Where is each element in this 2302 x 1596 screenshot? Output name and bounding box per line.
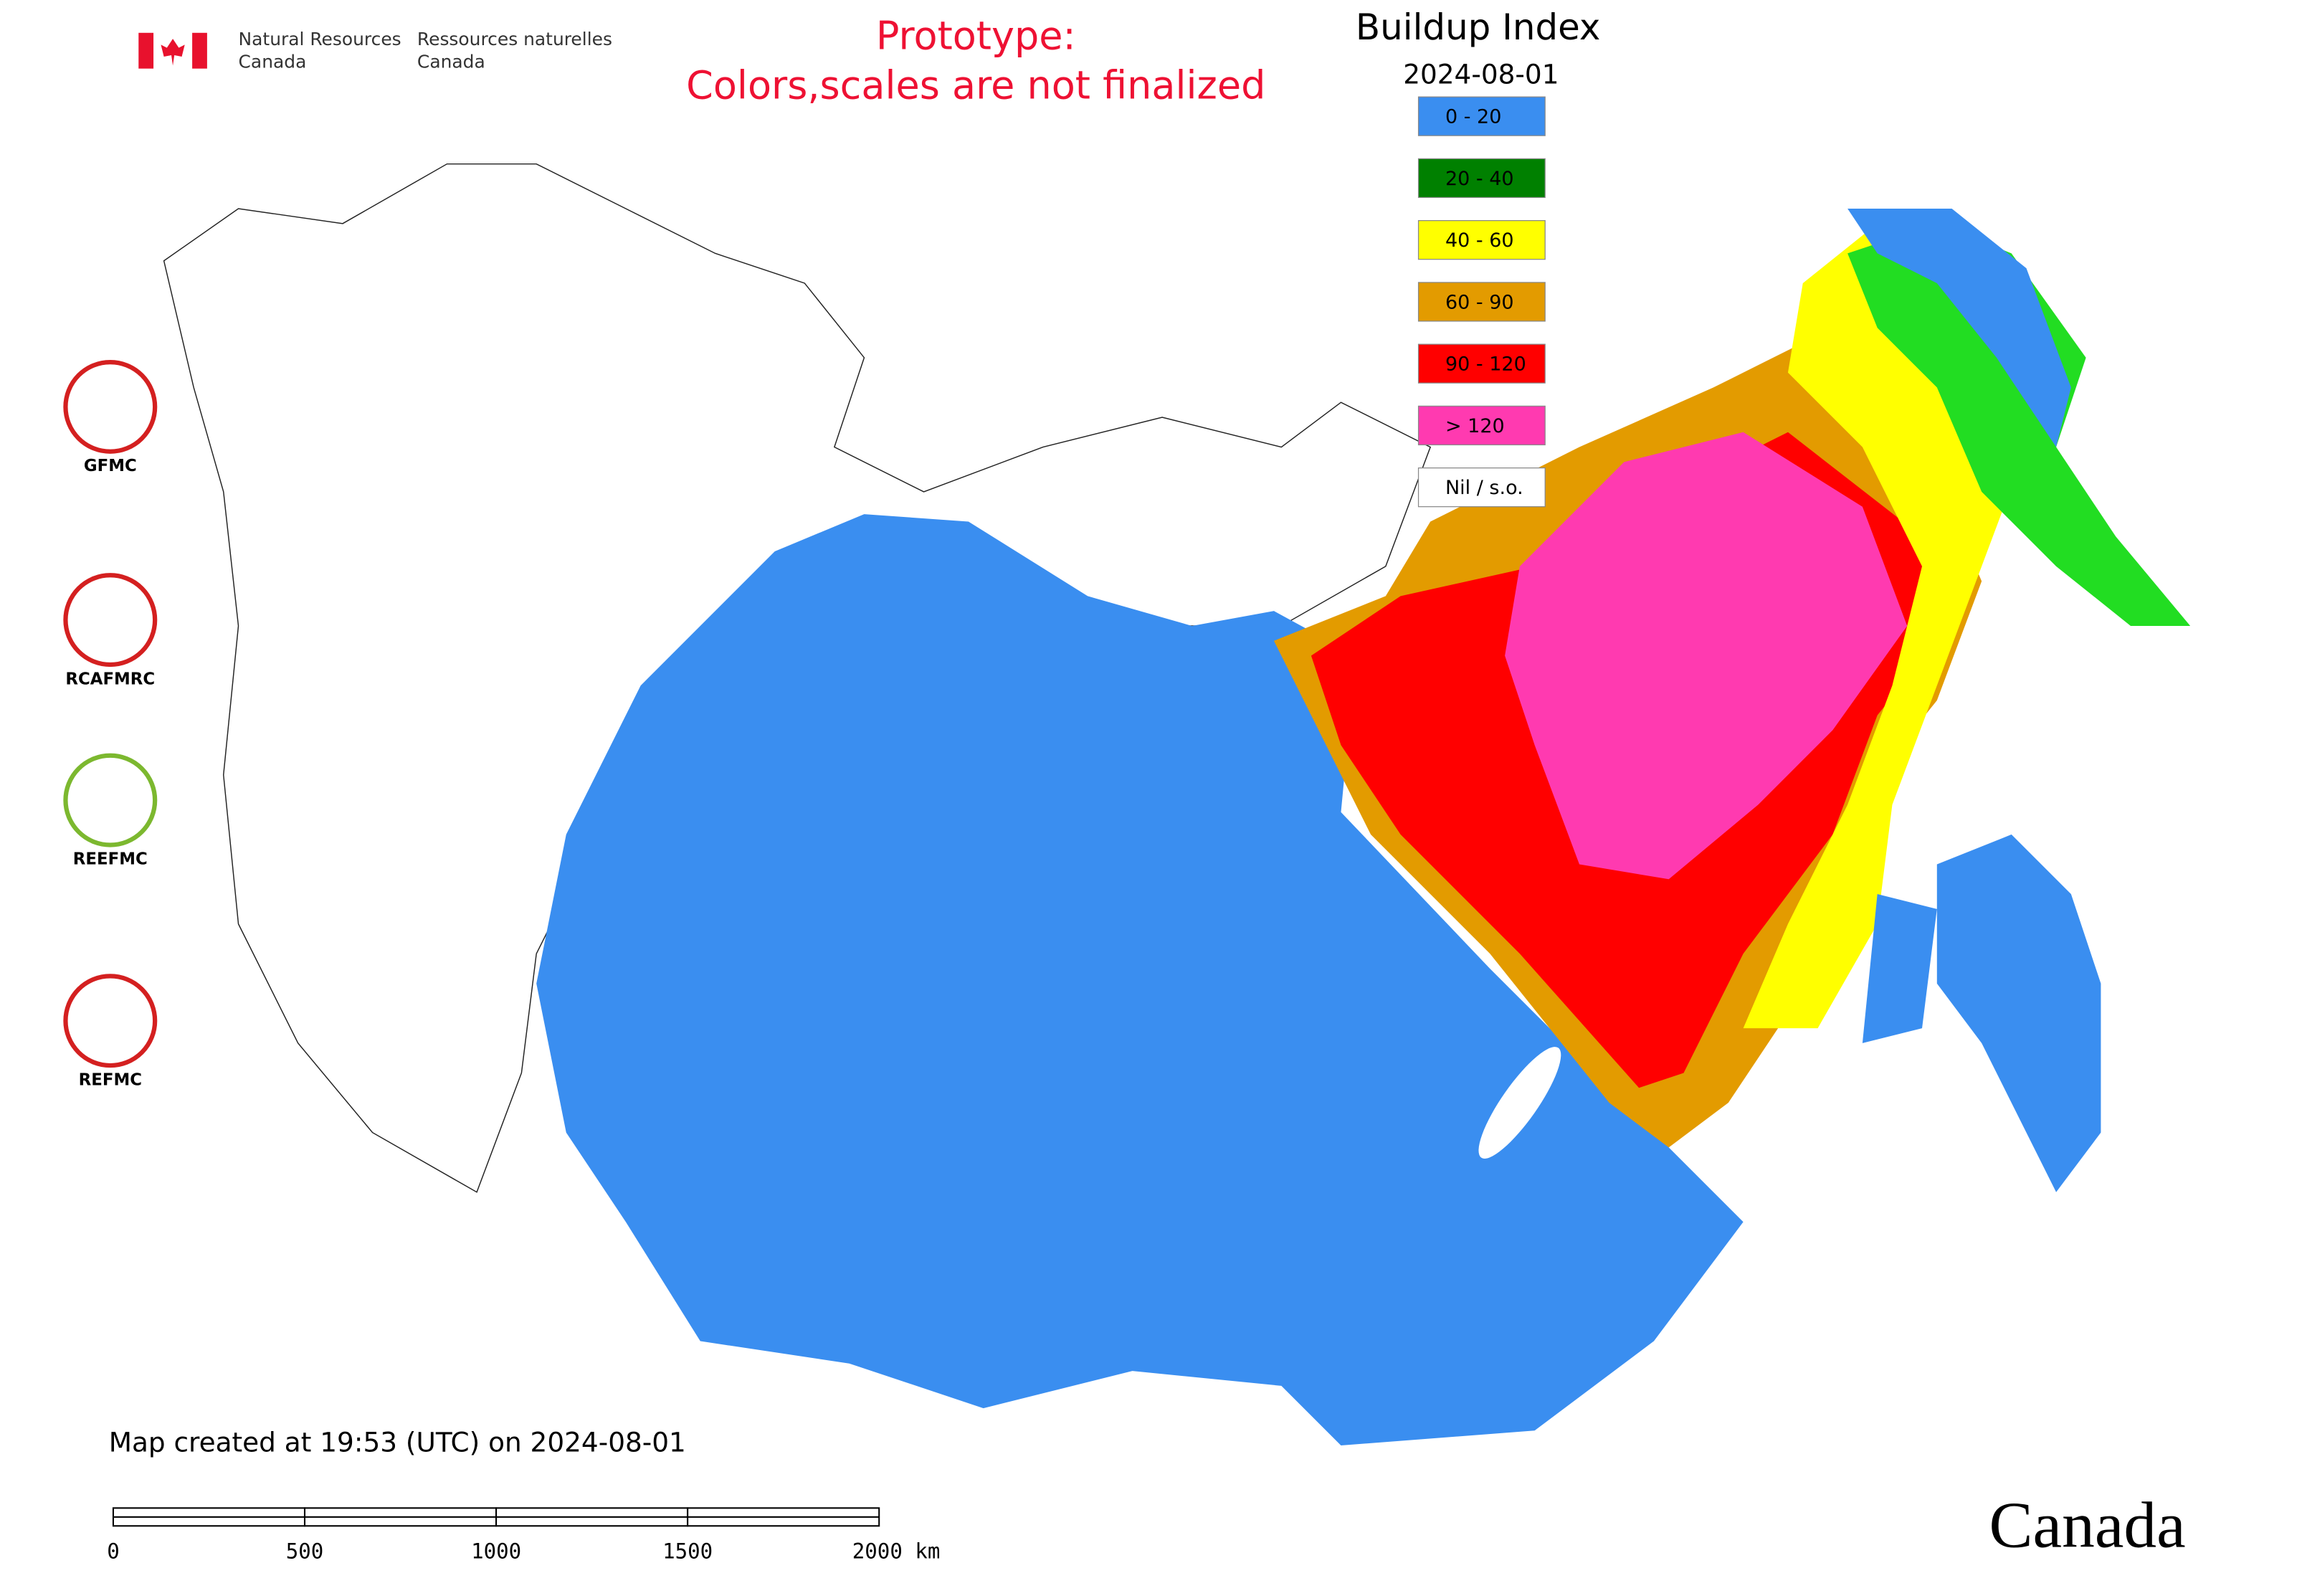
logo-icon xyxy=(63,974,158,1068)
department-en: Canada xyxy=(239,51,307,72)
logo-icon xyxy=(63,753,158,847)
flag-right xyxy=(192,32,207,69)
legend-swatch xyxy=(1417,405,1546,446)
scale-label: 2000 km xyxy=(852,1539,941,1564)
legend-swatch xyxy=(1417,96,1546,136)
logo-label: REEFMC xyxy=(73,850,148,869)
flag-leaf xyxy=(161,39,185,66)
lake xyxy=(1478,1047,1561,1159)
department-en: Natural Resources xyxy=(239,29,401,49)
region-lowmod xyxy=(1847,223,2191,626)
legend-swatch xyxy=(1417,220,1546,260)
legend-swatch xyxy=(1417,282,1546,322)
footer: Map created at 19:53 (UTC) on 2024-08-01 xyxy=(109,1426,686,1458)
logo-label: RCAFMRC xyxy=(65,670,155,688)
legend-label: 60 - 90 xyxy=(1445,291,1514,313)
logo-label: REFMC xyxy=(79,1070,142,1089)
scale-label: 500 xyxy=(286,1539,324,1564)
logos: GFMC RCAFMRC REEFMC REFMC xyxy=(63,359,158,1089)
notice-line: Prototype: xyxy=(876,14,1076,59)
department-fr: Canada xyxy=(417,51,485,72)
department-fr: Ressources naturelles xyxy=(417,29,612,49)
legend-swatch xyxy=(1417,467,1546,508)
logo-icon xyxy=(63,573,158,668)
legend-swatch xyxy=(1417,343,1546,384)
scale-label: 1500 xyxy=(662,1539,713,1564)
region-far-east xyxy=(1847,209,2101,1192)
legend-label: 40 - 60 xyxy=(1445,229,1514,252)
legend-label: 20 - 40 xyxy=(1445,168,1514,190)
logo-icon xyxy=(63,359,158,454)
legend-label: > 120 xyxy=(1445,415,1505,437)
scale-label: 0 xyxy=(107,1539,120,1564)
legend: 0 - 20 20 - 40 40 - 60 60 - 90 90 - 120 > 120… xyxy=(1417,96,1546,508)
outline-west xyxy=(163,163,1432,1193)
logo-label: GFMC xyxy=(84,457,137,475)
legend-label: 0 - 20 xyxy=(1445,106,1501,128)
region-low xyxy=(536,514,1744,1446)
flag-left xyxy=(138,32,154,69)
legend-title: Buildup Index xyxy=(1356,6,1601,48)
scale-label: 1000 xyxy=(471,1539,521,1564)
legend-label: Nil / s.o. xyxy=(1445,477,1523,499)
legend-date: 2024-08-01 xyxy=(1403,59,1559,90)
region-extreme xyxy=(1505,432,1908,880)
legend-label: 90 - 120 xyxy=(1445,353,1526,376)
legend-swatch xyxy=(1417,158,1546,199)
scale-bar: 0 500 1000 1500 2000 km xyxy=(107,1507,941,1564)
notice-line: Colors,scales are not finalized xyxy=(686,62,1265,108)
wordmark: Canada xyxy=(1989,1489,2186,1562)
